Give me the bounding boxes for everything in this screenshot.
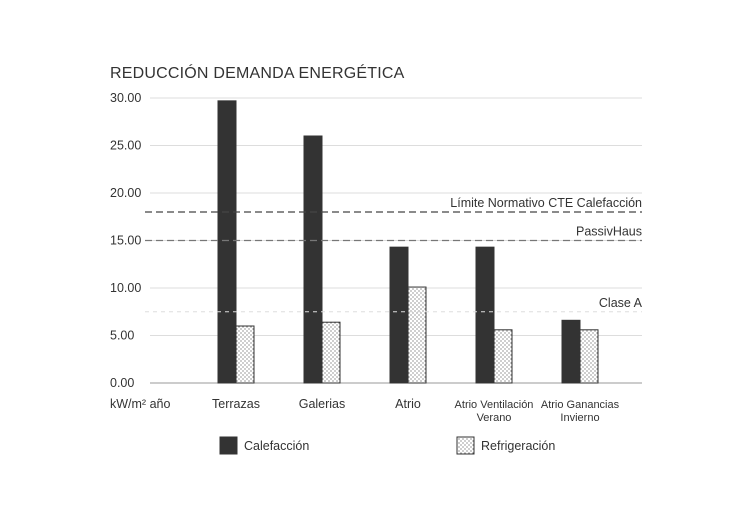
reference-line-label: Clase A bbox=[599, 296, 643, 310]
bar-calefaccion-2 bbox=[303, 135, 323, 384]
reference-lines: Límite Normativo CTE Calefacción PassivHa… bbox=[145, 196, 643, 313]
chart-title: REDUCCIÓN DEMANDA ENERGÉTICA bbox=[110, 63, 405, 82]
bar-calefaccion-5 bbox=[561, 319, 581, 384]
y-tick-label: 10.00 bbox=[110, 281, 141, 295]
x-category-label: Verano bbox=[477, 412, 512, 424]
reference-line-label: Límite Normativo CTE Calefacción bbox=[450, 196, 642, 210]
reference-line-label: PassivHaus bbox=[576, 225, 642, 239]
bar-calefaccion-4 bbox=[475, 246, 495, 384]
y-tick-label: 15.00 bbox=[110, 234, 141, 248]
x-category-label: Atrio Ventilación bbox=[455, 399, 534, 411]
y-tick-label: 30.00 bbox=[110, 91, 141, 105]
bar-refrigeracion-4 bbox=[493, 329, 513, 384]
bar-refrigeracion-5 bbox=[579, 329, 599, 384]
bar-calefaccion-1 bbox=[217, 100, 237, 384]
y-tick-label: 0.00 bbox=[110, 376, 134, 390]
y-tick-label: 20.00 bbox=[110, 186, 141, 200]
y-axis-unit-label: kW/m² año bbox=[110, 397, 170, 411]
bar-refrigeracion-1 bbox=[235, 325, 255, 384]
x-category-label: Atrio Ganancias bbox=[541, 399, 620, 411]
x-category-label: Terrazas bbox=[212, 397, 260, 411]
y-tick-label: 5.00 bbox=[110, 329, 134, 343]
bar-refrigeracion-3 bbox=[407, 286, 427, 384]
bars bbox=[217, 100, 599, 384]
bar-refrigeracion-2 bbox=[321, 321, 341, 384]
legend-swatch-calefaccion bbox=[219, 436, 238, 455]
legend-swatch-refrigeracion bbox=[456, 436, 475, 455]
y-axis-ticks: 0.00 5.00 10.00 15.00 20.00 25.00 30.00 bbox=[110, 91, 141, 390]
bar-calefaccion-3 bbox=[389, 246, 409, 384]
x-axis-categories: Terrazas Galerias Atrio Atrio VentilaciónVe… bbox=[212, 397, 620, 424]
legend-label: Refrigeración bbox=[481, 439, 555, 453]
x-category-label: Atrio bbox=[395, 397, 421, 411]
legend: Calefacción Refrigeración bbox=[219, 436, 555, 455]
x-category-label: Galerias bbox=[299, 397, 346, 411]
legend-label: Calefacción bbox=[244, 439, 309, 453]
x-category-label: Invierno bbox=[560, 412, 599, 424]
y-tick-label: 25.00 bbox=[110, 139, 141, 153]
